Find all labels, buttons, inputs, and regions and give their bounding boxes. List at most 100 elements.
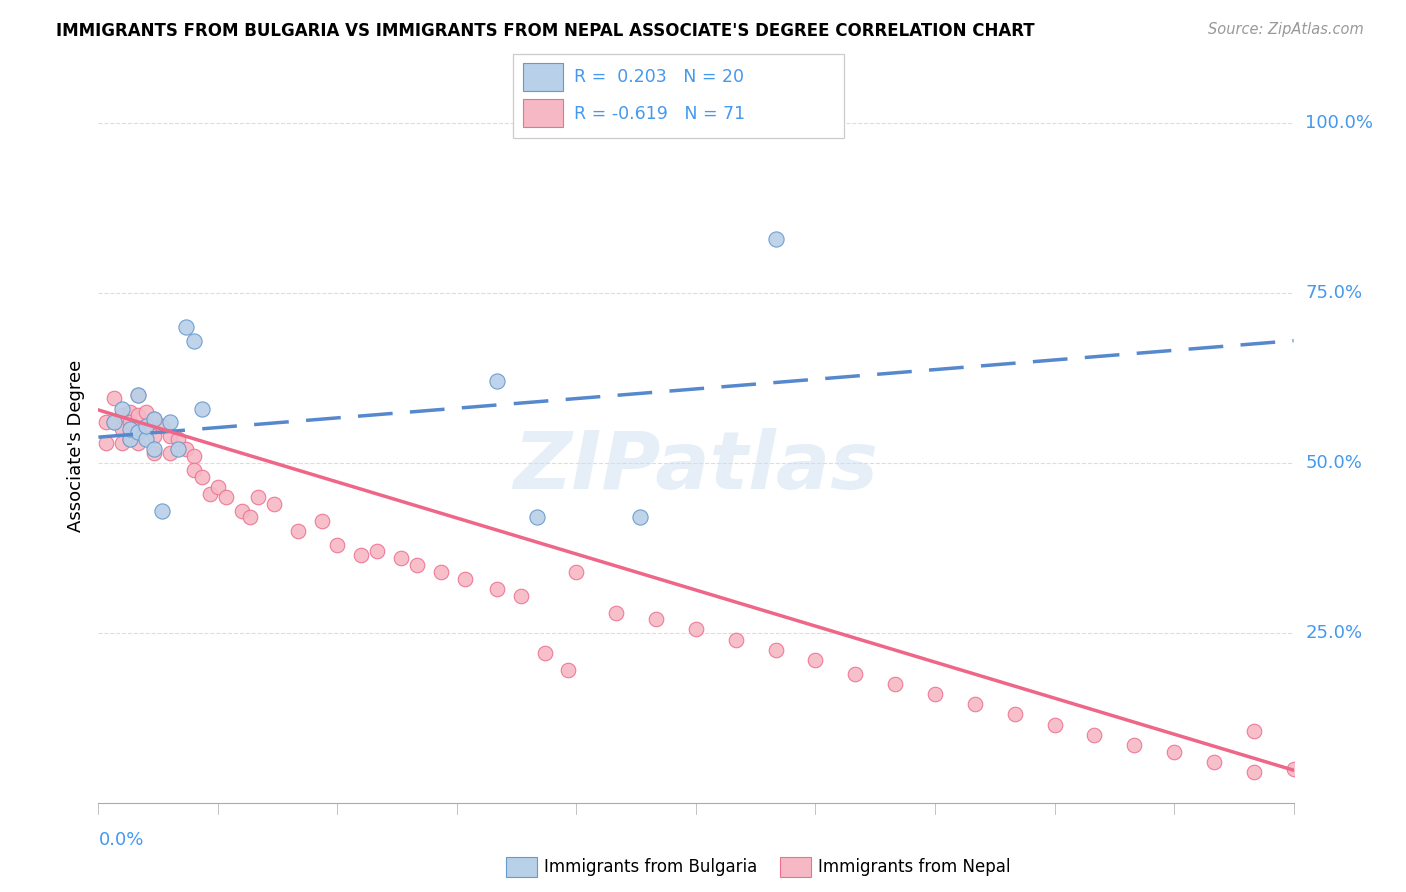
Point bbox=[120, 432, 142, 446]
Point bbox=[557, 663, 579, 677]
Text: Immigrants from Nepal: Immigrants from Nepal bbox=[818, 858, 1011, 876]
Point bbox=[366, 544, 388, 558]
Point bbox=[804, 653, 827, 667]
Point bbox=[350, 548, 373, 562]
Text: ZIPatlas: ZIPatlas bbox=[513, 428, 879, 507]
Point bbox=[239, 510, 262, 524]
Point bbox=[167, 432, 190, 446]
Point bbox=[143, 412, 166, 426]
Point bbox=[287, 524, 309, 538]
Point bbox=[1083, 728, 1105, 742]
Point bbox=[485, 582, 508, 596]
Point bbox=[167, 442, 190, 457]
Point bbox=[183, 463, 205, 477]
Point bbox=[884, 677, 907, 691]
Text: IMMIGRANTS FROM BULGARIA VS IMMIGRANTS FROM NEPAL ASSOCIATE'S DEGREE CORRELATION: IMMIGRANTS FROM BULGARIA VS IMMIGRANTS F… bbox=[56, 22, 1035, 40]
Point bbox=[485, 375, 508, 389]
Point bbox=[135, 422, 157, 436]
Text: 100.0%: 100.0% bbox=[1305, 114, 1374, 132]
Point bbox=[765, 232, 787, 246]
Point bbox=[120, 432, 142, 446]
Point bbox=[685, 623, 707, 637]
Point bbox=[724, 632, 747, 647]
Y-axis label: Associate's Degree: Associate's Degree bbox=[66, 359, 84, 533]
Point bbox=[215, 490, 238, 504]
Point bbox=[406, 558, 429, 572]
Point bbox=[127, 388, 149, 402]
Point bbox=[963, 698, 986, 712]
Point bbox=[198, 486, 221, 500]
Point bbox=[127, 425, 149, 440]
Point bbox=[103, 392, 125, 406]
Point bbox=[174, 442, 197, 457]
Text: R =  0.203   N = 20: R = 0.203 N = 20 bbox=[574, 69, 744, 87]
Point bbox=[150, 503, 173, 517]
Point bbox=[120, 405, 142, 419]
Point bbox=[605, 606, 627, 620]
Point bbox=[120, 422, 142, 436]
Point bbox=[1202, 755, 1225, 769]
Point bbox=[765, 643, 787, 657]
Bar bbox=[523, 62, 562, 91]
Point bbox=[246, 490, 269, 504]
Point bbox=[207, 480, 229, 494]
Point bbox=[1282, 762, 1305, 776]
Point bbox=[1004, 707, 1026, 722]
Point bbox=[526, 510, 548, 524]
Point bbox=[159, 415, 181, 429]
Point bbox=[143, 429, 166, 443]
Point bbox=[127, 409, 149, 423]
Point bbox=[1163, 745, 1185, 759]
Point bbox=[111, 422, 134, 436]
Point bbox=[924, 687, 946, 701]
Text: Source: ZipAtlas.com: Source: ZipAtlas.com bbox=[1208, 22, 1364, 37]
Point bbox=[103, 415, 125, 429]
Point bbox=[135, 405, 157, 419]
Text: 50.0%: 50.0% bbox=[1305, 454, 1362, 472]
Point bbox=[509, 589, 531, 603]
Point bbox=[1043, 717, 1066, 731]
Point bbox=[628, 510, 651, 524]
Point bbox=[645, 612, 668, 626]
Point bbox=[103, 415, 125, 429]
Point bbox=[565, 565, 588, 579]
Point bbox=[159, 429, 181, 443]
Bar bbox=[523, 99, 562, 128]
Point bbox=[430, 565, 453, 579]
Point bbox=[389, 551, 412, 566]
Point bbox=[1243, 724, 1265, 739]
Point bbox=[96, 415, 118, 429]
Point bbox=[143, 442, 166, 457]
Text: Immigrants from Bulgaria: Immigrants from Bulgaria bbox=[544, 858, 758, 876]
Point bbox=[150, 418, 173, 433]
Point bbox=[127, 422, 149, 436]
Point bbox=[311, 514, 333, 528]
Point bbox=[1123, 738, 1146, 752]
Point bbox=[143, 412, 166, 426]
Point bbox=[111, 409, 134, 423]
Text: 75.0%: 75.0% bbox=[1305, 284, 1362, 302]
Point bbox=[159, 446, 181, 460]
Point bbox=[135, 418, 157, 433]
Point bbox=[263, 497, 285, 511]
Point bbox=[231, 503, 253, 517]
Point bbox=[1402, 786, 1406, 800]
Point bbox=[111, 401, 134, 416]
Point bbox=[143, 446, 166, 460]
Text: 0.0%: 0.0% bbox=[98, 831, 143, 849]
Point bbox=[135, 432, 157, 446]
Point bbox=[127, 388, 149, 402]
Point bbox=[454, 572, 477, 586]
Point bbox=[191, 401, 214, 416]
Point bbox=[120, 415, 142, 429]
Point bbox=[1243, 765, 1265, 780]
Text: 25.0%: 25.0% bbox=[1305, 624, 1362, 642]
Point bbox=[127, 435, 149, 450]
Point bbox=[533, 646, 555, 660]
Point bbox=[96, 435, 118, 450]
Text: R = -0.619   N = 71: R = -0.619 N = 71 bbox=[574, 104, 745, 123]
Point bbox=[1322, 772, 1344, 786]
Point bbox=[326, 537, 349, 551]
Point bbox=[183, 334, 205, 348]
Point bbox=[191, 469, 214, 483]
